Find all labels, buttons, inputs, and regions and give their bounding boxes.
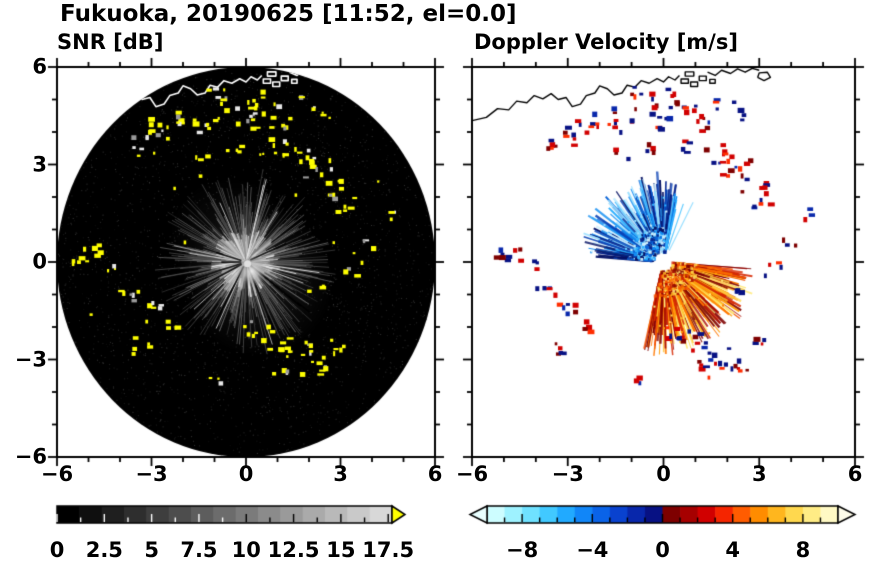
- y-tick-label: −6: [14, 444, 47, 469]
- colorbar-tick-label: 0: [655, 538, 670, 562]
- colorbar-tick-label: 10: [231, 538, 261, 562]
- colorbar-tick-label: 8: [795, 538, 811, 562]
- colorbar-tick-label: −8: [505, 538, 539, 562]
- colorbar-tick-label: 12.5: [267, 538, 320, 562]
- x-tick-label: −6: [455, 462, 489, 486]
- doppler-panel-title: Doppler Velocity [m/s]: [474, 30, 738, 54]
- x-tick-label: 0: [238, 462, 254, 486]
- figure-title: Fukuoka, 20190625 [11:52, el=0.0]: [60, 1, 517, 27]
- colorbar-tick-label: 0: [49, 538, 65, 562]
- y-tick-label: 3: [32, 151, 47, 176]
- x-tick-label: −3: [551, 462, 584, 486]
- colorbar-tick-label: 4: [725, 538, 740, 562]
- x-tick-label: 0: [656, 462, 671, 486]
- y-tick-label: −3: [14, 346, 47, 371]
- y-tick-label: 0: [32, 249, 47, 274]
- x-tick-label: 6: [847, 462, 863, 486]
- colorbar-tick-label: 7.5: [180, 538, 218, 562]
- y-tick-label: 6: [32, 54, 47, 79]
- x-tick-label: −6: [40, 462, 74, 486]
- colorbar-tick-label: 17.5: [362, 538, 415, 562]
- colorbar-tick-label: 2.5: [85, 538, 123, 562]
- snr-panel-title: SNR [dB]: [57, 30, 164, 54]
- x-tick-label: 6: [427, 462, 443, 486]
- colorbar-tick-label: 5: [144, 538, 159, 562]
- x-tick-label: 3: [751, 462, 767, 486]
- colorbar-tick-label: 15: [326, 538, 356, 562]
- x-tick-label: 3: [333, 462, 348, 486]
- x-tick-label: −3: [135, 462, 168, 486]
- colorbar-tick-label: −4: [576, 538, 609, 562]
